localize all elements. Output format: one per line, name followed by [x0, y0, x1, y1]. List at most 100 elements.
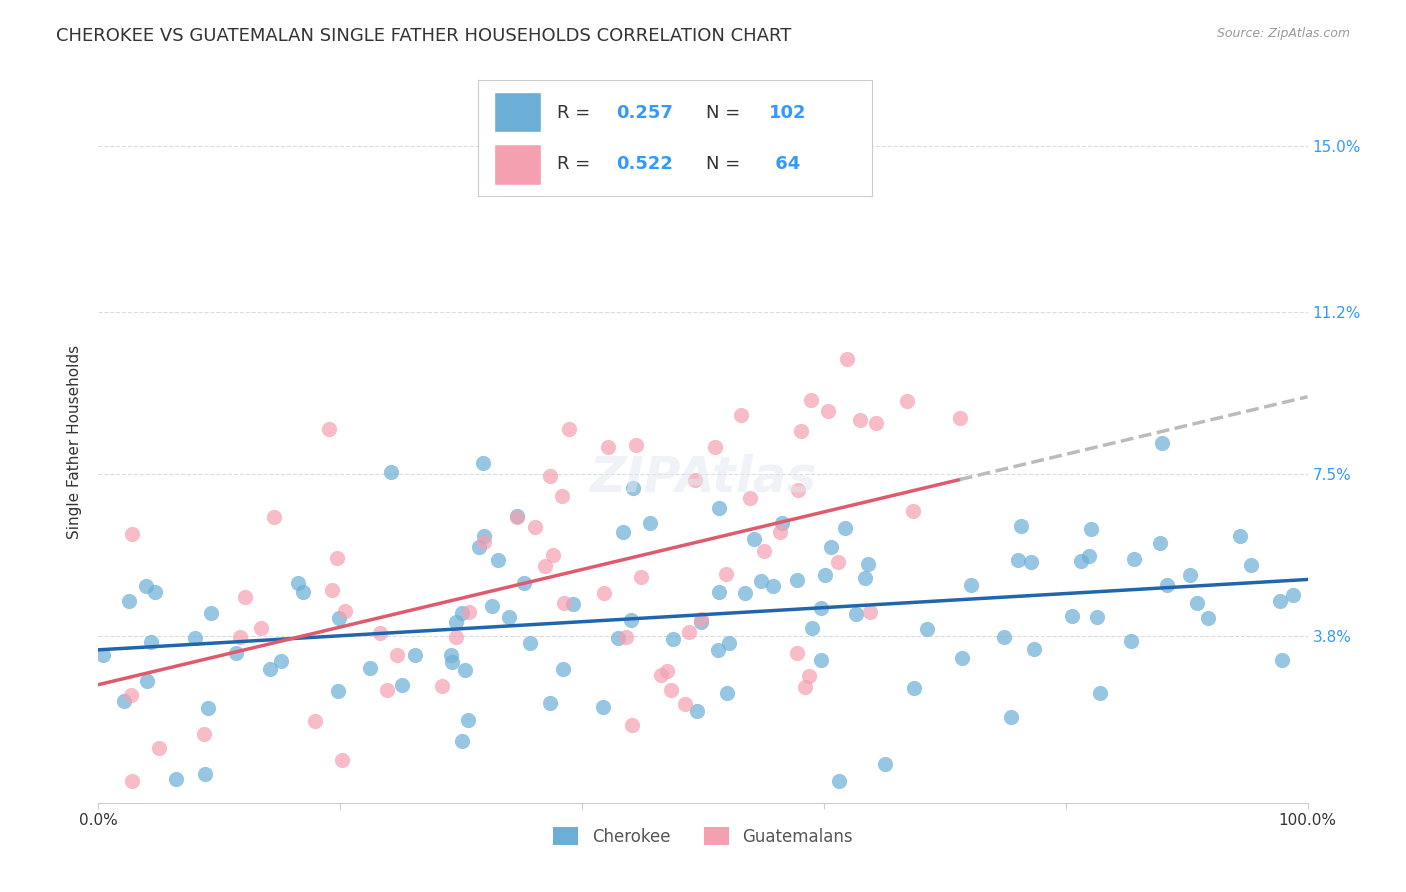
Point: [703, 440, 725, 454]
Point: [249, 621, 271, 635]
Point: [441, 655, 464, 669]
Point: [318, 422, 340, 436]
Bar: [494, 144, 541, 185]
Point: [534, 559, 557, 574]
Point: [1178, 568, 1201, 582]
Point: [326, 551, 349, 566]
Point: [949, 411, 972, 425]
Point: [769, 524, 792, 539]
Point: [952, 650, 974, 665]
Point: [458, 605, 481, 619]
Point: [454, 663, 477, 677]
Point: [335, 604, 357, 618]
Point: [1000, 710, 1022, 724]
Point: [612, 524, 634, 539]
Point: [706, 643, 728, 657]
Point: [853, 571, 876, 585]
Point: [193, 727, 215, 741]
Point: [375, 682, 398, 697]
Point: [165, 772, 187, 786]
Point: [834, 521, 856, 535]
Point: [328, 611, 350, 625]
Text: ZIPAtlas: ZIPAtlas: [589, 454, 817, 501]
Point: [557, 422, 579, 436]
Point: [1123, 551, 1146, 566]
Point: [259, 662, 281, 676]
Point: [451, 606, 474, 620]
Point: [380, 466, 402, 480]
Point: [800, 393, 823, 408]
Text: R =: R =: [557, 155, 596, 173]
Point: [291, 585, 314, 599]
Point: [118, 594, 141, 608]
Point: [430, 679, 453, 693]
Point: [538, 469, 561, 483]
Point: [650, 668, 672, 682]
Point: [593, 586, 616, 600]
Point: [993, 630, 1015, 644]
Point: [551, 662, 574, 676]
Point: [538, 696, 561, 710]
Text: N =: N =: [706, 103, 747, 121]
Point: [120, 689, 142, 703]
Point: [148, 740, 170, 755]
Point: [135, 673, 157, 688]
Point: [606, 631, 628, 645]
Point: [754, 544, 776, 558]
Point: [848, 413, 870, 427]
Point: [896, 393, 918, 408]
Point: [474, 529, 496, 543]
Point: [405, 648, 427, 662]
Point: [707, 584, 730, 599]
Point: [446, 631, 468, 645]
Point: [730, 409, 752, 423]
Point: [740, 491, 762, 505]
Point: [820, 541, 842, 555]
Point: [814, 567, 837, 582]
Point: [787, 483, 810, 498]
Point: [1152, 435, 1174, 450]
Point: [1007, 552, 1029, 566]
Text: Source: ZipAtlas.com: Source: ZipAtlas.com: [1216, 27, 1350, 40]
Point: [673, 697, 696, 711]
Point: [793, 681, 815, 695]
Text: R =: R =: [557, 103, 596, 121]
Point: [486, 553, 509, 567]
Point: [638, 516, 661, 530]
Text: 64: 64: [769, 155, 800, 173]
Point: [1240, 558, 1263, 572]
Point: [915, 622, 938, 636]
Point: [856, 558, 879, 572]
Point: [810, 653, 832, 667]
Point: [762, 579, 785, 593]
Point: [472, 456, 495, 470]
Point: [1271, 653, 1294, 667]
Point: [749, 574, 772, 588]
Point: [359, 661, 381, 675]
Point: [91, 648, 114, 662]
Point: [837, 351, 859, 366]
Point: [225, 646, 247, 660]
Point: [1197, 611, 1219, 625]
Point: [1078, 549, 1101, 564]
Point: [1149, 536, 1171, 550]
Point: [1281, 588, 1303, 602]
Text: 102: 102: [769, 103, 807, 121]
Point: [1019, 555, 1042, 569]
Point: [716, 686, 738, 700]
Point: [474, 535, 496, 549]
Point: [121, 527, 143, 541]
Point: [562, 597, 585, 611]
Point: [786, 646, 808, 660]
Point: [326, 684, 349, 698]
Point: [655, 665, 678, 679]
Point: [200, 606, 222, 620]
Point: [1022, 641, 1045, 656]
Point: [553, 596, 575, 610]
Point: [678, 625, 700, 640]
Point: [391, 677, 413, 691]
Point: [446, 615, 468, 629]
Point: [659, 683, 682, 698]
Point: [440, 648, 463, 663]
Point: [1185, 597, 1208, 611]
